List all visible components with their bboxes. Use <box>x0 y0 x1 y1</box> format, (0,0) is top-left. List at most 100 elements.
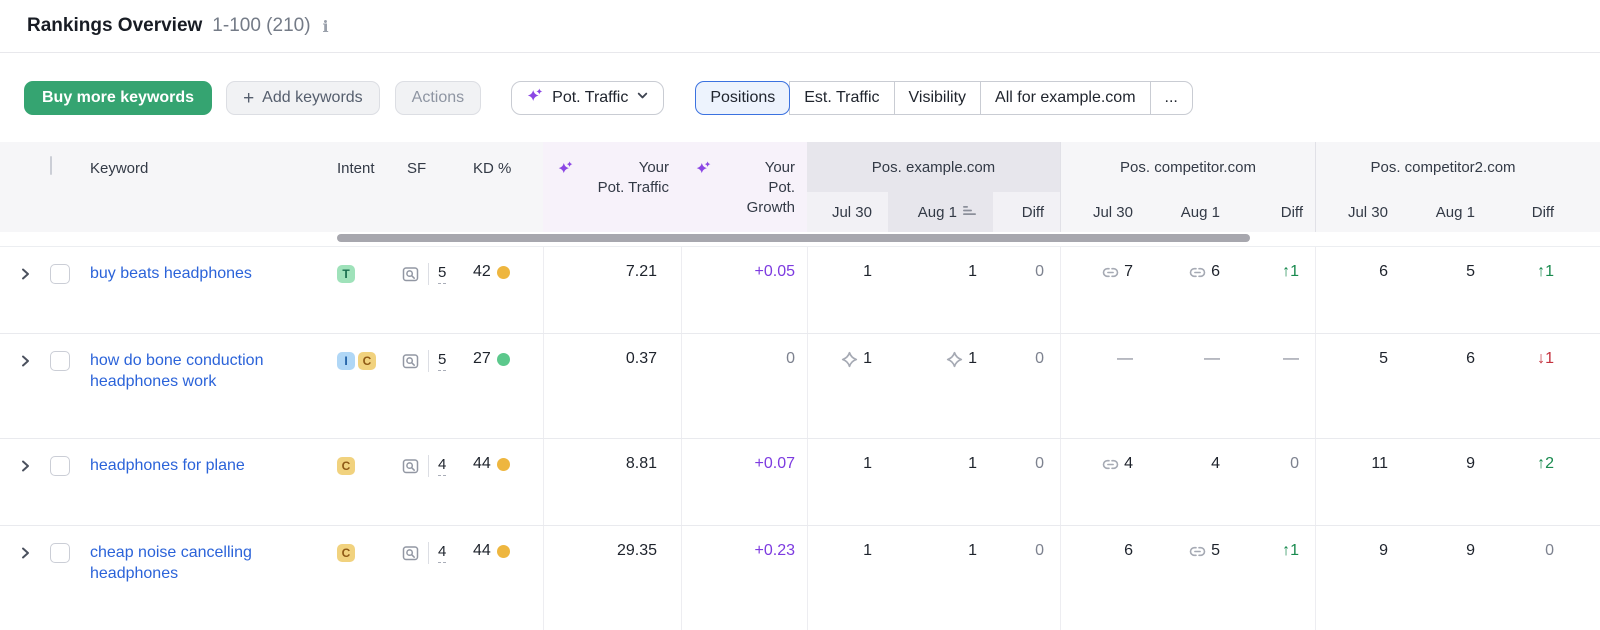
subheader-example-aug1[interactable]: Aug 1 <box>888 192 993 232</box>
keyword-link[interactable]: how do bone conduction headphones work <box>90 352 264 390</box>
sparkles-icon <box>526 87 544 110</box>
pos-competitor-jul30: 4 <box>1060 439 1145 525</box>
intent-badge[interactable]: C <box>337 544 355 562</box>
pot-growth-value: +0.07 <box>681 439 807 525</box>
pos-example-diff: 0 <box>1035 455 1044 472</box>
pos-example-aug1: 1 <box>968 542 977 559</box>
serp-preview-icon[interactable] <box>402 545 420 562</box>
row-checkbox[interactable] <box>50 456 70 476</box>
actions-button[interactable]: Actions <box>394 81 482 115</box>
chevron-right-icon <box>22 460 29 472</box>
table-row: headphones for plane C 4 44 8.81 +0.07 1… <box>0 439 1600 526</box>
add-keywords-button[interactable]: + Add keywords <box>226 81 380 115</box>
serp-features-count[interactable]: 4 <box>438 456 447 476</box>
expand-row-button[interactable] <box>0 334 50 438</box>
subheader-competitor-aug1[interactable]: Aug 1 <box>1180 203 1220 221</box>
kd-level-dot <box>496 544 510 558</box>
buy-more-keywords-button[interactable]: Buy more keywords <box>24 81 213 115</box>
divider <box>428 263 429 285</box>
tab-est-traffic[interactable]: Est. Traffic <box>789 81 895 115</box>
divider <box>428 350 429 372</box>
tab-visibility[interactable]: Visibility <box>893 81 982 115</box>
kd-value: 42 <box>473 263 491 280</box>
pos-example-aug1: 1 <box>968 455 977 472</box>
expander-column-header <box>0 142 50 232</box>
pos-competitor2-jul30: 6 <box>1315 247 1400 333</box>
serp-preview-icon[interactable] <box>402 458 420 475</box>
column-header-kd[interactable]: KD % <box>473 160 512 177</box>
pos-competitor2-jul30: 5 <box>1315 334 1400 438</box>
select-all-checkbox[interactable] <box>50 142 82 232</box>
expand-row-button[interactable] <box>0 247 50 333</box>
intent-badge[interactable]: C <box>337 457 355 475</box>
tab-all-for-domain[interactable]: All for example.com <box>980 81 1151 115</box>
keyword-link[interactable]: buy beats headphones <box>90 265 252 282</box>
pos-example-diff: 0 <box>1035 542 1044 559</box>
subheader-competitor2-diff[interactable]: Diff <box>1531 203 1554 221</box>
pos-competitor2-aug1: 9 <box>1466 455 1475 472</box>
serp-preview-icon[interactable] <box>402 266 420 283</box>
pos-example-aug1: 1 <box>968 263 977 280</box>
pos-competitor2-diff: 0 <box>1545 542 1554 559</box>
subheader-competitor-diff[interactable]: Diff <box>1280 203 1303 221</box>
keyword-link[interactable]: cheap noise cancelling headphones <box>90 544 252 582</box>
divider <box>428 542 429 564</box>
metric-dropdown[interactable]: Pot. Traffic <box>511 81 665 115</box>
column-header-pot-growth[interactable]: Your Pot. Growth <box>681 142 807 232</box>
pos-competitor2-diff: ↓1 <box>1537 350 1554 367</box>
column-header-keyword[interactable]: Keyword <box>90 160 149 177</box>
intent-badge[interactable]: C <box>358 352 376 370</box>
pos-competitor2-aug1: 6 <box>1466 350 1475 367</box>
subheader-competitor2-jul30[interactable]: Jul 30 <box>1315 192 1400 232</box>
link-icon[interactable] <box>1189 545 1206 563</box>
horizontal-scrollbar-thumb[interactable] <box>337 234 1250 242</box>
serp-features-count[interactable]: 4 <box>438 543 447 563</box>
header-filler <box>1570 142 1600 232</box>
link-icon[interactable] <box>1102 458 1119 476</box>
row-checkbox[interactable] <box>50 264 70 284</box>
pos-competitor2-jul30: 11 <box>1315 439 1400 525</box>
info-icon[interactable]: i <box>322 16 329 36</box>
pos-competitor2-aug1: 5 <box>1466 263 1475 280</box>
tab-positions[interactable]: Positions <box>695 81 791 115</box>
pot-growth-value: +0.23 <box>681 526 807 630</box>
tab-more[interactable]: ... <box>1149 81 1193 115</box>
column-header-sf[interactable]: SF <box>407 160 427 177</box>
kd-level-dot <box>496 265 510 279</box>
chevron-right-icon <box>22 547 29 559</box>
chevron-right-icon <box>22 355 29 367</box>
pos-competitor-aug1: 6 <box>1145 247 1232 333</box>
keyword-link[interactable]: headphones for plane <box>90 457 245 474</box>
pos-competitor-diff: ↑1 <box>1282 263 1299 280</box>
column-header-pot-traffic[interactable]: Your Pot. Traffic <box>543 142 681 232</box>
intent-badge[interactable]: I <box>337 352 355 370</box>
subheader-example-jul30[interactable]: Jul 30 <box>807 192 888 232</box>
row-checkbox[interactable] <box>50 543 70 563</box>
serp-features-count[interactable]: 5 <box>438 264 447 284</box>
pos-competitor-aug1: 4 <box>1211 455 1220 472</box>
pos-competitor-diff: ↑1 <box>1282 542 1299 559</box>
pos-competitor2-diff: ↑1 <box>1537 263 1554 280</box>
expand-row-button[interactable] <box>0 526 50 630</box>
pos-competitor-diff: — <box>1283 350 1299 367</box>
intent-badge[interactable]: T <box>337 265 355 283</box>
table-row: cheap noise cancelling headphones C 4 44… <box>0 526 1600 630</box>
pot-traffic-value: 29.35 <box>543 526 681 630</box>
serp-features-count[interactable]: 5 <box>438 351 447 371</box>
row-checkbox[interactable] <box>50 351 70 371</box>
pos-competitor-jul30: 6 <box>1060 526 1145 630</box>
expand-row-button[interactable] <box>0 439 50 525</box>
pos-competitor-aug1: 5 <box>1145 526 1232 630</box>
chevron-down-icon <box>636 89 649 107</box>
column-header-intent[interactable]: Intent <box>337 160 375 177</box>
subheader-competitor2-aug1[interactable]: Aug 1 <box>1435 203 1475 221</box>
view-tabs: Positions Est. Traffic Visibility All fo… <box>695 81 1193 115</box>
serp-preview-icon[interactable] <box>402 353 420 370</box>
pos-example-aug1: 1 <box>888 334 993 438</box>
subheader-competitor-jul30[interactable]: Jul 30 <box>1060 192 1145 232</box>
link-icon[interactable] <box>1102 266 1119 284</box>
chevron-right-icon <box>22 268 29 280</box>
result-range: 1-100 (210) <box>212 15 311 36</box>
subheader-example-diff[interactable]: Diff <box>993 192 1060 232</box>
link-icon[interactable] <box>1189 266 1206 284</box>
